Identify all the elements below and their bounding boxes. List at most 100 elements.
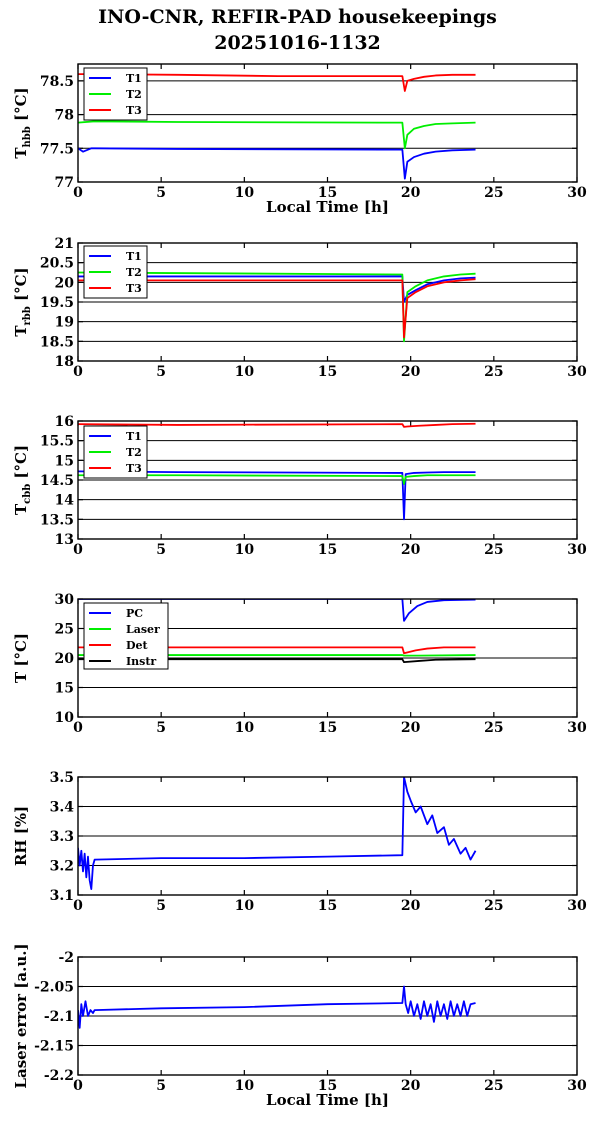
- legend: T1 T2 T3: [83, 67, 148, 121]
- x-tick-label: 30: [567, 364, 587, 380]
- x-tick-label: 5: [156, 364, 166, 380]
- y-tick-label: 3.1: [50, 888, 74, 904]
- series-line-laser: [78, 654, 476, 657]
- x-tick-label: 15: [318, 1078, 337, 1094]
- x-tick-label: 25: [484, 364, 503, 380]
- x-tick-label: 10: [235, 720, 255, 736]
- plot-frame: [77, 420, 578, 540]
- x-tick-label: 30: [567, 898, 587, 914]
- x-tick-label: 10: [235, 898, 255, 914]
- title-line-1: INO-CNR, REFIR-PAD housekeepings: [98, 6, 497, 28]
- legend-entry-t3: T3: [126, 462, 142, 475]
- series-line-det: [78, 646, 476, 655]
- page-title: INO-CNR, REFIR-PAD housekeepings 2025101…: [0, 4, 595, 56]
- series-line-t3: [78, 422, 476, 428]
- y-tick-label: 13: [55, 532, 74, 548]
- y-tick-label: -2.2: [44, 1068, 74, 1084]
- plot-frame: [77, 776, 578, 896]
- x-tick-label: 20: [401, 185, 421, 201]
- y-axis-label: T [°C]: [12, 633, 30, 683]
- y-tick-label: -2.05: [34, 980, 74, 996]
- title-line-2: 20251016-1132: [214, 32, 381, 54]
- y-axis-label: RH [%]: [12, 806, 30, 866]
- x-tick-label: 15: [318, 542, 337, 558]
- y-tick-label: 30: [55, 592, 75, 608]
- chart-panel-6: 0 5 10 15 20 25 30 -2.2 -2.15 -2.1 -2.05 -2 Local Ti…: [12, 943, 587, 1109]
- x-axis-label: Local Time [h]: [266, 1091, 389, 1109]
- series-line-t1: [78, 147, 476, 180]
- chart-panel-1: 0 5 10 15 20 25 30 77 77.5 78 78.5 Local Time [h] Th…: [12, 63, 587, 216]
- y-tick-label: 15: [55, 453, 74, 469]
- x-tick-label: 20: [401, 1078, 421, 1094]
- x-tick-label: 30: [567, 720, 587, 736]
- legend-entry-t2: T2: [126, 266, 142, 279]
- x-tick-label: 15: [318, 720, 337, 736]
- series-line-t2: [78, 474, 476, 485]
- series-line-t2: [78, 120, 476, 150]
- y-tick-label: -2: [58, 950, 74, 966]
- series-line-t3: [78, 278, 476, 339]
- x-tick-label: 15: [318, 185, 337, 201]
- y-tick-label: 10: [55, 710, 75, 726]
- y-tick-label: -2.15: [34, 1039, 74, 1055]
- x-tick-label: 25: [484, 898, 503, 914]
- y-axis-label: Trbb [°C]: [12, 267, 33, 336]
- x-tick-label: 0: [73, 1078, 83, 1094]
- y-tick-label: 77: [55, 175, 74, 191]
- series-line-t3: [78, 73, 476, 92]
- chart-panel-4: 0 5 10 15 20 25 30 10 15 20 25 30 T [°C] PC Laser Det In…: [12, 592, 587, 736]
- y-tick-label: 14: [55, 493, 75, 509]
- legend: T1 T2 T3: [83, 425, 148, 479]
- y-tick-label: 16: [55, 414, 74, 430]
- plot-frame: [77, 63, 578, 183]
- x-tick-label: 5: [156, 720, 166, 736]
- x-tick-label: 5: [156, 898, 166, 914]
- legend-entry-t3: T3: [126, 104, 142, 117]
- x-tick-label: 20: [401, 364, 421, 380]
- series-line-t1: [78, 470, 476, 521]
- x-tick-label: 20: [401, 542, 421, 558]
- series-line-1: [78, 985, 476, 1029]
- y-tick-label: 15: [55, 681, 74, 697]
- legend-entry-laser: Laser: [126, 623, 160, 636]
- x-tick-label: 5: [156, 542, 166, 558]
- x-tick-label: 5: [156, 185, 166, 201]
- x-tick-label: 20: [401, 720, 421, 736]
- y-tick-label: 78: [55, 108, 74, 124]
- x-tick-label: 5: [156, 1078, 166, 1094]
- x-tick-label: 30: [567, 1078, 587, 1094]
- y-tick-label: 18: [55, 354, 74, 370]
- x-tick-label: 25: [484, 720, 503, 736]
- x-tick-label: 20: [401, 898, 421, 914]
- y-tick-label: 3.5: [50, 770, 74, 786]
- y-tick-label: 20.5: [40, 256, 74, 272]
- series-line-1: [78, 777, 477, 890]
- legend: T1 T2 T3: [83, 245, 148, 299]
- x-axis-label: Local Time [h]: [266, 198, 389, 216]
- y-tick-label: 77.5: [40, 141, 74, 157]
- legend-entry-pc: PC: [126, 607, 143, 620]
- legend-entry-t2: T2: [126, 446, 142, 459]
- x-tick-label: 25: [484, 185, 503, 201]
- y-tick-label: 19: [55, 315, 74, 331]
- legend-entry-instr: Instr: [126, 655, 156, 668]
- y-axis-label: Tcbb [°C]: [12, 445, 33, 515]
- y-tick-label: 25: [55, 622, 74, 638]
- y-tick-label: 20: [55, 275, 75, 291]
- y-axis-label: Laser error [a.u.]: [12, 943, 30, 1088]
- x-tick-label: 10: [235, 1078, 255, 1094]
- x-tick-label: 0: [73, 720, 83, 736]
- x-tick-label: 0: [73, 542, 83, 558]
- y-tick-label: 18.5: [40, 334, 74, 350]
- y-axis-label: Thbb [°C]: [12, 87, 33, 158]
- chart-panel-3: 0 5 10 15 20 25 30 13 13.5 14 14.5 15 15.5 16 Tcbb [°C…: [12, 414, 587, 558]
- x-tick-label: 10: [235, 185, 255, 201]
- y-tick-label: 21: [55, 236, 74, 252]
- x-tick-label: 0: [73, 185, 83, 201]
- legend-entry-t1: T1: [126, 250, 142, 263]
- y-tick-label: 78.5: [40, 74, 74, 90]
- y-tick-label: 13.5: [40, 512, 74, 528]
- y-tick-label: -2.1: [44, 1009, 74, 1025]
- x-tick-label: 30: [567, 185, 587, 201]
- y-tick-label: 3.3: [50, 829, 74, 845]
